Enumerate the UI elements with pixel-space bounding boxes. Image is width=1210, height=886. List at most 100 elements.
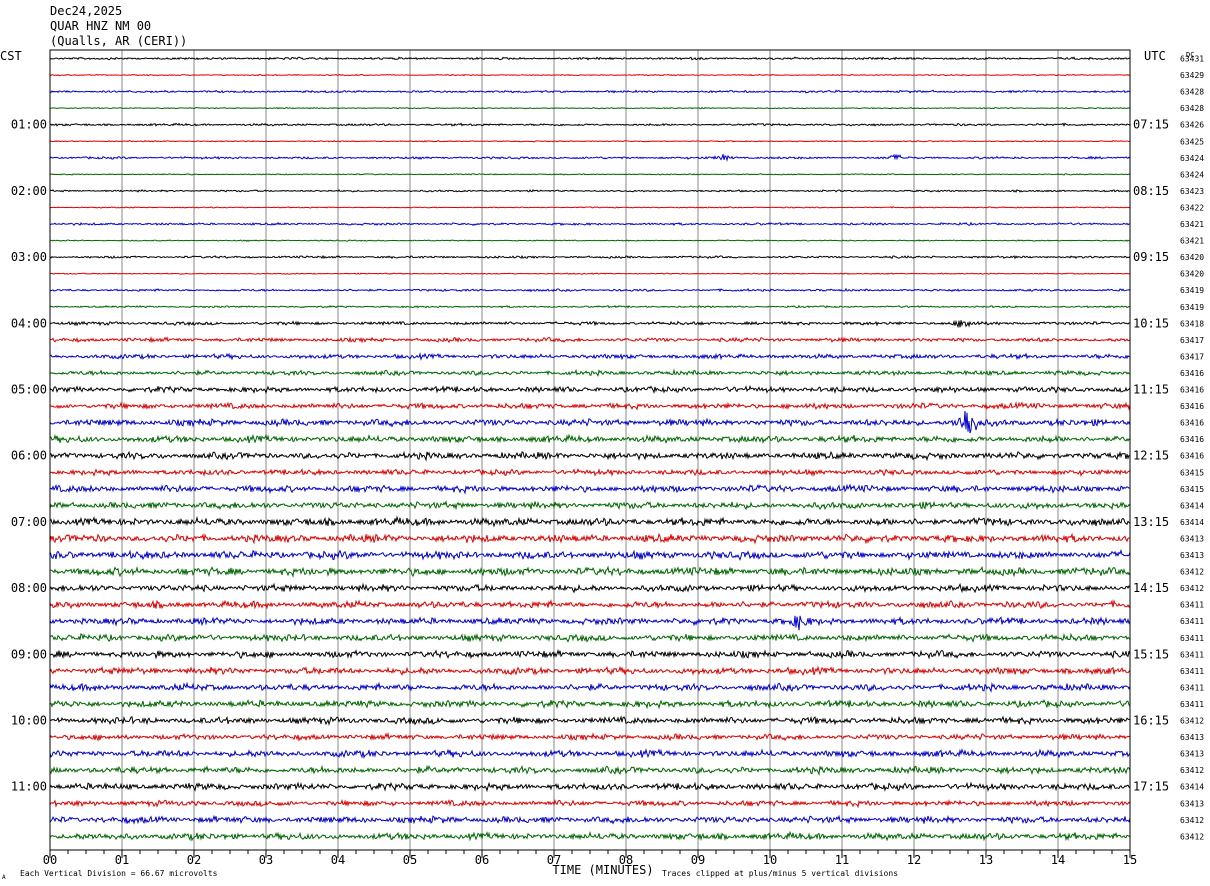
trace-line xyxy=(49,632,1131,643)
dc-offset-label: 63414 xyxy=(1180,501,1204,510)
dc-offset-label: 63419 xyxy=(1180,303,1204,312)
right-hour-label: 10:15 xyxy=(1133,316,1169,330)
trace-line xyxy=(49,565,1131,578)
left-zone-label: CST xyxy=(0,49,22,63)
trace-line xyxy=(49,781,1131,793)
plot-frame xyxy=(49,49,1131,851)
dc-offset-label: 63428 xyxy=(1180,104,1204,113)
left-hour-label: 11:00 xyxy=(11,780,47,794)
corner-mark: A xyxy=(2,874,6,881)
left-hour-label: 07:00 xyxy=(11,515,47,529)
x-tick-label: 15 xyxy=(1123,853,1137,867)
left-hour-label: 05:00 xyxy=(11,383,47,397)
trace-line xyxy=(49,239,1131,242)
dc-offset-label: 63431 xyxy=(1180,55,1204,64)
axis-labels: 63431 63429 63428 63428 63426 63425 63424 63424… xyxy=(0,49,1204,881)
dc-offset-label: 63425 xyxy=(1180,137,1204,146)
dc-offset-label: 63414 xyxy=(1180,518,1204,527)
grid-lines xyxy=(121,50,1059,850)
trace-line xyxy=(49,73,1131,77)
trace-line xyxy=(49,335,1131,344)
dc-offset-label: 63416 xyxy=(1180,452,1204,461)
x-tick-label: 03 xyxy=(259,853,273,867)
dc-offset-label: 63413 xyxy=(1180,551,1204,560)
right-hour-label: 07:15 xyxy=(1133,118,1169,132)
trace-line xyxy=(49,122,1131,127)
right-hour-label: 16:15 xyxy=(1133,714,1169,728)
trace-line xyxy=(49,467,1131,478)
trace-line xyxy=(49,304,1131,309)
dc-offset-label: 63412 xyxy=(1180,832,1204,841)
dc-offset-label: 63413 xyxy=(1180,733,1204,742)
header-station: QUAR HNZ NM 00 xyxy=(50,19,152,33)
right-hour-label: 12:15 xyxy=(1133,449,1169,463)
dc-offset-label: 63416 xyxy=(1180,386,1204,395)
dc-offset-label: 63420 xyxy=(1180,270,1204,279)
left-hour-label: 08:00 xyxy=(11,581,47,595)
trace-line xyxy=(49,532,1131,545)
dc-offset-label: 63428 xyxy=(1180,88,1204,97)
right-hour-label: 17:15 xyxy=(1133,780,1169,794)
trace-line xyxy=(49,56,1131,61)
x-tick-label: 09 xyxy=(691,853,705,867)
dc-offset-label: 63413 xyxy=(1180,799,1204,808)
trace-line xyxy=(49,368,1131,377)
scale-note: Each Vertical Division = 66.67 microvolt… xyxy=(20,869,218,878)
left-hour-label: 02:00 xyxy=(11,184,47,198)
dc-offset-label: 63417 xyxy=(1180,352,1204,361)
header-date: Dec24,2025 xyxy=(50,4,123,18)
dc-offset-label: 63411 xyxy=(1180,700,1204,709)
dc-offset-label: 63418 xyxy=(1180,319,1204,328)
dc-offset-label: 63413 xyxy=(1180,534,1204,543)
x-tick-label: 10 xyxy=(763,853,777,867)
dc-offset-label: 63415 xyxy=(1180,468,1204,477)
x-tick-label: 11 xyxy=(835,853,849,867)
x-tick-label: 04 xyxy=(331,853,345,867)
trace-line xyxy=(49,89,1131,94)
dc-offset-label: 63420 xyxy=(1180,253,1204,262)
dc-header-label: DC xyxy=(1186,51,1194,59)
trace-line xyxy=(49,206,1131,209)
dc-offset-label: 63421 xyxy=(1180,237,1204,246)
dc-offset-label: 63411 xyxy=(1180,650,1204,659)
dc-offset-label: 63411 xyxy=(1180,683,1204,692)
trace-line xyxy=(49,401,1131,411)
x-tick-label: 02 xyxy=(187,853,201,867)
trace-line xyxy=(49,384,1131,395)
trace-line xyxy=(49,681,1131,693)
right-hour-label: 15:15 xyxy=(1133,647,1169,661)
x-tick-label: 12 xyxy=(907,853,921,867)
trace-line xyxy=(49,615,1131,631)
trace-line xyxy=(49,830,1131,842)
dc-offset-label: 63416 xyxy=(1180,402,1204,411)
x-tick-label: 13 xyxy=(979,853,993,867)
trace-line xyxy=(49,665,1131,677)
clip-note: Traces clipped at plus/minus 5 vertical … xyxy=(662,869,898,878)
trace-line xyxy=(49,433,1131,445)
dc-offset-label: 63412 xyxy=(1180,568,1204,577)
trace-line xyxy=(49,153,1131,162)
trace-line xyxy=(49,582,1131,594)
right-hour-label: 11:15 xyxy=(1133,383,1169,397)
trace-line xyxy=(49,698,1131,710)
trace-line xyxy=(49,548,1131,561)
dc-offset-label: 63424 xyxy=(1180,154,1204,163)
dc-offset-label: 63412 xyxy=(1180,584,1204,593)
right-hour-label: 14:15 xyxy=(1133,581,1169,595)
x-axis-title: TIME (MINUTES) xyxy=(552,863,653,877)
left-hour-label: 09:00 xyxy=(11,647,47,661)
right-hour-label: 09:15 xyxy=(1133,250,1169,264)
dc-offset-label: 63411 xyxy=(1180,601,1204,610)
dc-offset-label: 63412 xyxy=(1180,766,1204,775)
trace-line xyxy=(49,598,1131,610)
dc-offset-label: 63411 xyxy=(1180,634,1204,643)
trace-line xyxy=(49,764,1131,777)
left-hour-label: 04:00 xyxy=(11,316,47,330)
x-tick-label: 08 xyxy=(619,853,633,867)
dc-offset-label: 63411 xyxy=(1180,617,1204,626)
dc-offset-label: 63424 xyxy=(1180,170,1204,179)
dc-offset-label: 63421 xyxy=(1180,220,1204,229)
trace-line xyxy=(49,748,1131,759)
dc-offset-label: 63417 xyxy=(1180,336,1204,345)
